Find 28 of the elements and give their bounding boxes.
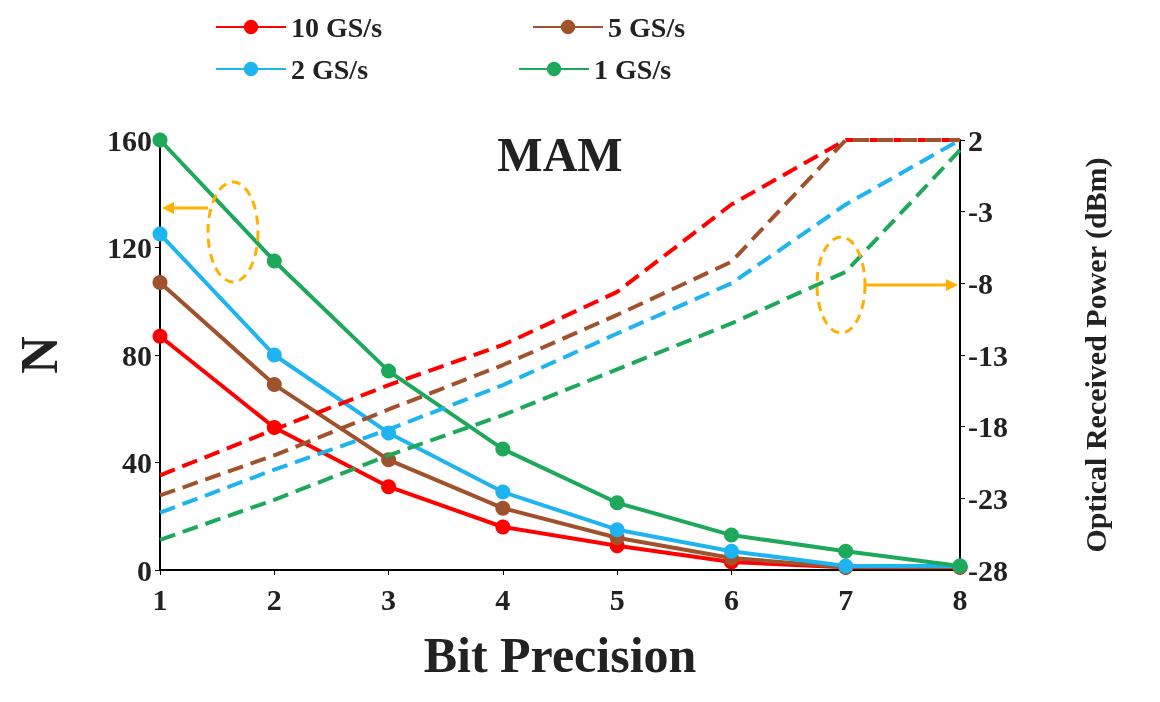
x-axis-title: Bit Precision: [423, 627, 697, 683]
legend-label: 1 GS/s: [594, 53, 672, 85]
y-tick-label: 120: [107, 231, 152, 264]
x-tick-label: 2: [266, 582, 282, 616]
y2-tick-label: -13: [968, 338, 1008, 372]
y-tick-label: 0: [137, 553, 152, 587]
x-tick-label: 4: [495, 582, 511, 616]
y-tick-label: 160: [107, 123, 152, 157]
x-tick-label: 1: [152, 582, 168, 616]
y2-tick-label: 2: [968, 123, 983, 157]
x-tick-label: 7: [838, 582, 854, 616]
y2-axis-title: Optical Received Power (dBm): [1078, 157, 1113, 553]
y2-tick-label: -18: [968, 410, 1008, 444]
y-tick-label: 40: [122, 446, 152, 479]
y-axis-title: N: [10, 336, 68, 374]
y2-tick-label: -3: [968, 195, 993, 229]
x-tick-label: 5: [609, 582, 625, 616]
x-tick-label: 3: [381, 582, 397, 616]
chart-title: MAM: [497, 127, 623, 181]
y2-tick-label: -28: [968, 553, 1008, 587]
legend-label: 5 GS/s: [608, 11, 686, 43]
y2-tick-label: -23: [968, 481, 1008, 515]
y2-tick-label: -8: [968, 266, 993, 300]
legend-label: 10 GS/s: [291, 11, 383, 43]
x-tick-label: 6: [723, 582, 739, 616]
legend-label: 2 GS/s: [291, 53, 369, 85]
y-tick-label: 80: [122, 338, 152, 372]
x-tick-label: 8: [952, 582, 968, 616]
